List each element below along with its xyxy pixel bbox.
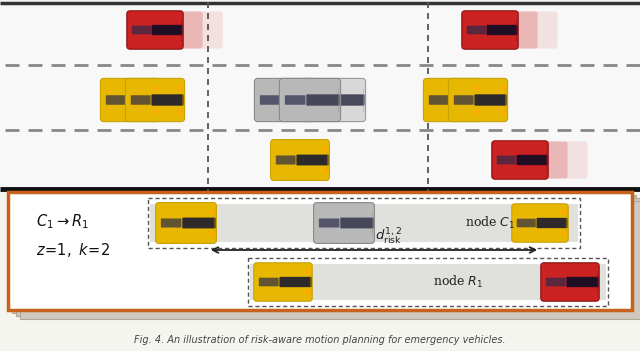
- Circle shape: [476, 110, 480, 113]
- Circle shape: [562, 211, 566, 214]
- FancyBboxPatch shape: [516, 155, 547, 165]
- FancyBboxPatch shape: [314, 203, 374, 243]
- Circle shape: [178, 87, 182, 90]
- FancyBboxPatch shape: [462, 11, 518, 49]
- FancyBboxPatch shape: [161, 218, 181, 227]
- FancyBboxPatch shape: [254, 263, 312, 301]
- Circle shape: [153, 110, 157, 113]
- FancyBboxPatch shape: [449, 94, 481, 106]
- FancyBboxPatch shape: [492, 141, 548, 179]
- FancyBboxPatch shape: [147, 12, 202, 48]
- FancyBboxPatch shape: [483, 12, 538, 48]
- FancyBboxPatch shape: [259, 278, 278, 286]
- FancyBboxPatch shape: [502, 12, 557, 48]
- FancyBboxPatch shape: [307, 94, 340, 106]
- FancyBboxPatch shape: [182, 218, 216, 229]
- Bar: [0, 2, 640, 190]
- FancyBboxPatch shape: [516, 219, 536, 227]
- FancyBboxPatch shape: [546, 278, 566, 286]
- Text: $z\!=\!1,\ k\!=\!2$: $z\!=\!1,\ k\!=\!2$: [36, 241, 110, 259]
- Circle shape: [323, 147, 327, 151]
- Bar: [8, 192, 632, 310]
- Circle shape: [323, 169, 327, 173]
- FancyBboxPatch shape: [513, 141, 568, 179]
- Circle shape: [210, 232, 214, 236]
- Bar: [248, 258, 608, 306]
- FancyBboxPatch shape: [340, 218, 374, 229]
- FancyBboxPatch shape: [100, 78, 159, 121]
- FancyBboxPatch shape: [424, 78, 483, 121]
- Circle shape: [501, 110, 505, 113]
- FancyBboxPatch shape: [332, 94, 365, 106]
- Text: $d_{\rm risk}^{1,2}$: $d_{\rm risk}^{1,2}$: [376, 226, 403, 247]
- Bar: [148, 198, 580, 248]
- FancyBboxPatch shape: [132, 26, 151, 34]
- FancyBboxPatch shape: [152, 94, 184, 106]
- FancyBboxPatch shape: [106, 95, 125, 105]
- Circle shape: [210, 210, 214, 214]
- FancyBboxPatch shape: [285, 95, 305, 105]
- FancyBboxPatch shape: [319, 218, 339, 227]
- FancyBboxPatch shape: [282, 94, 315, 106]
- Circle shape: [562, 231, 566, 235]
- FancyBboxPatch shape: [280, 78, 340, 121]
- FancyBboxPatch shape: [532, 141, 588, 179]
- Circle shape: [306, 270, 310, 273]
- FancyBboxPatch shape: [156, 203, 216, 243]
- FancyBboxPatch shape: [271, 140, 330, 180]
- Bar: [250, 264, 606, 300]
- FancyBboxPatch shape: [296, 154, 328, 165]
- Circle shape: [178, 110, 182, 113]
- FancyBboxPatch shape: [486, 25, 518, 35]
- FancyBboxPatch shape: [127, 94, 159, 106]
- FancyBboxPatch shape: [152, 25, 182, 35]
- Text: $C_1 \rightarrow R_1$: $C_1 \rightarrow R_1$: [36, 213, 89, 231]
- Circle shape: [501, 87, 505, 90]
- FancyBboxPatch shape: [131, 95, 150, 105]
- FancyBboxPatch shape: [497, 156, 516, 164]
- FancyBboxPatch shape: [474, 94, 507, 106]
- FancyBboxPatch shape: [260, 95, 280, 105]
- FancyBboxPatch shape: [429, 95, 449, 105]
- Bar: [20, 201, 640, 319]
- FancyBboxPatch shape: [125, 78, 184, 121]
- FancyBboxPatch shape: [310, 95, 330, 105]
- Text: node $R_1$: node $R_1$: [433, 274, 483, 290]
- Circle shape: [153, 87, 157, 90]
- FancyBboxPatch shape: [305, 78, 365, 121]
- FancyBboxPatch shape: [467, 26, 486, 34]
- Text: Fig. 4. An illustration of risk-aware motion planning for emergency vehicles.: Fig. 4. An illustration of risk-aware mo…: [134, 335, 506, 345]
- FancyBboxPatch shape: [512, 204, 568, 242]
- FancyBboxPatch shape: [255, 78, 316, 121]
- FancyBboxPatch shape: [276, 155, 296, 165]
- Bar: [12, 195, 636, 313]
- FancyBboxPatch shape: [541, 263, 599, 301]
- Circle shape: [306, 290, 310, 294]
- FancyBboxPatch shape: [127, 11, 183, 49]
- Bar: [150, 204, 578, 242]
- FancyBboxPatch shape: [536, 218, 568, 228]
- Circle shape: [476, 87, 480, 90]
- FancyBboxPatch shape: [566, 277, 598, 287]
- Text: node $C_1$: node $C_1$: [465, 215, 515, 231]
- FancyBboxPatch shape: [168, 12, 223, 48]
- FancyBboxPatch shape: [454, 95, 474, 105]
- Bar: [16, 198, 640, 316]
- FancyBboxPatch shape: [449, 78, 508, 121]
- FancyBboxPatch shape: [280, 277, 312, 287]
